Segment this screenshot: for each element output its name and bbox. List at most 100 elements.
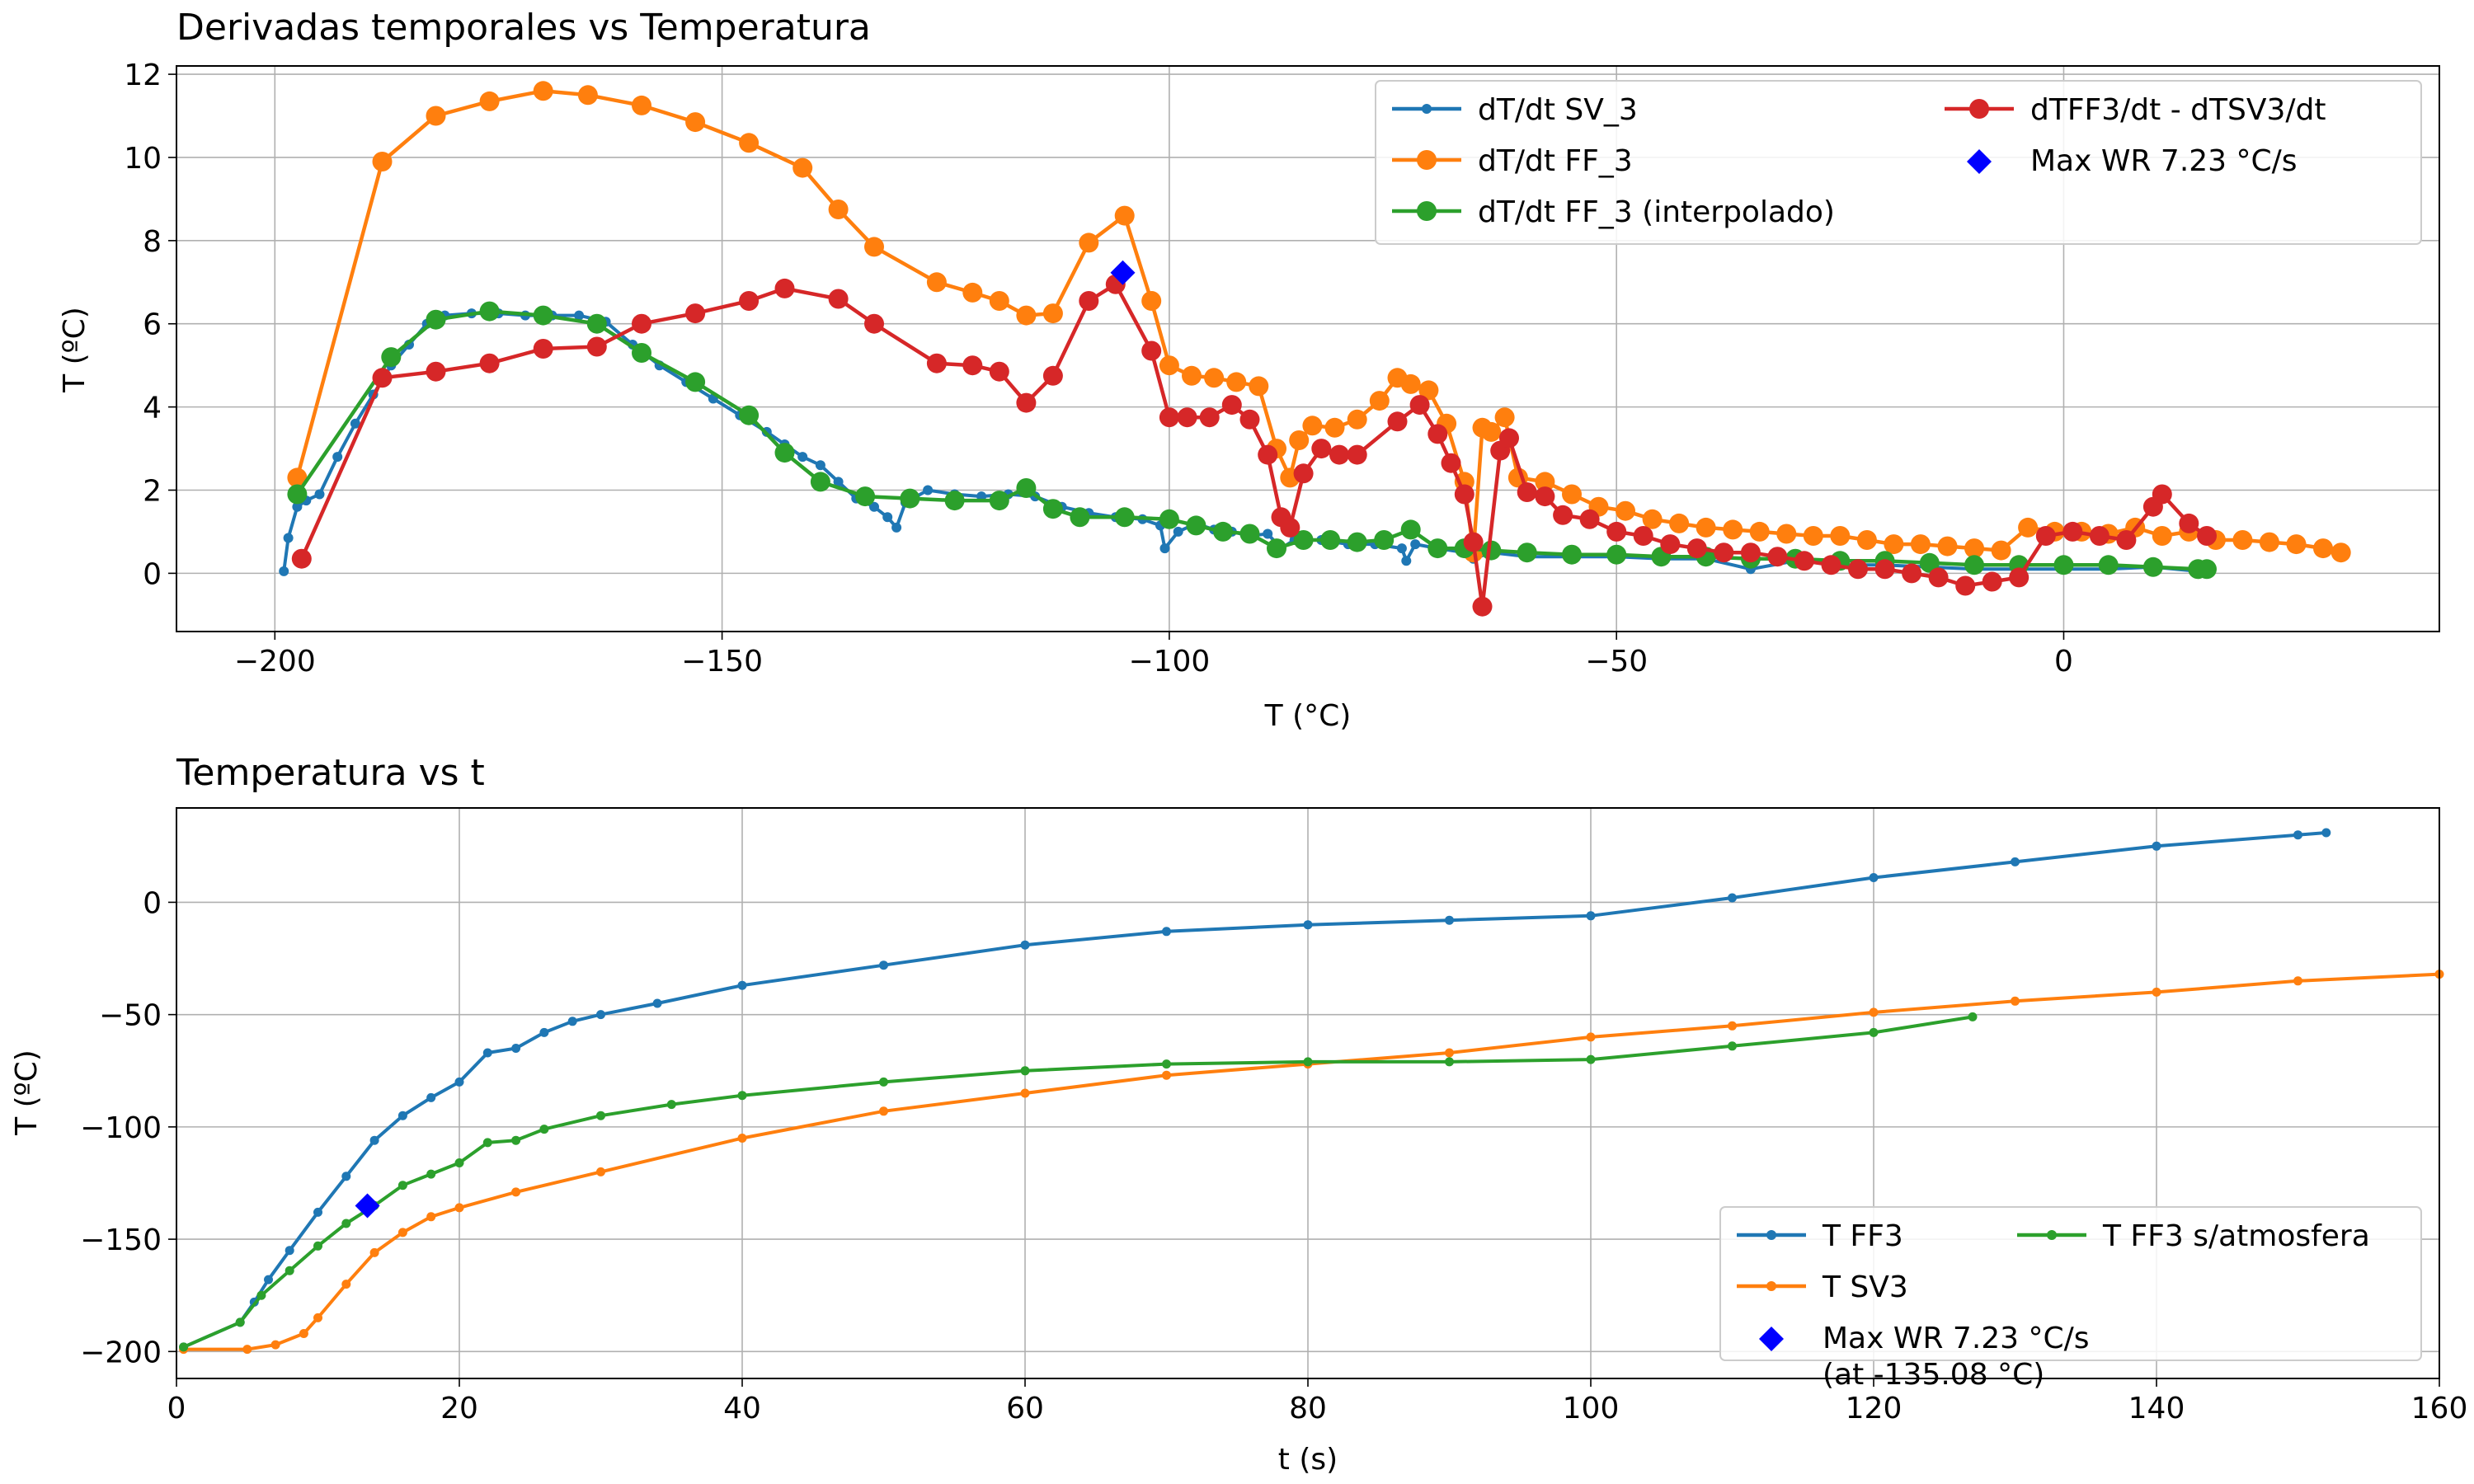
- data-point: [539, 1125, 549, 1134]
- data-point: [1042, 303, 1063, 324]
- data-point: [1481, 540, 1502, 561]
- data-point: [313, 1241, 322, 1251]
- data-point: [1020, 1088, 1030, 1098]
- data-point: [1586, 911, 1596, 921]
- x-tick-label: 0: [167, 1392, 186, 1425]
- data-point: [1728, 1041, 1737, 1051]
- data-point: [1499, 428, 1519, 448]
- chart-title: Derivadas temporales vs Temperatura: [176, 7, 871, 49]
- data-point: [1481, 421, 1502, 442]
- legend-label: Max WR 7.23 °C/s: [1823, 1322, 2090, 1355]
- data-point: [1562, 484, 1582, 505]
- data-point: [923, 485, 934, 495]
- data-point: [482, 1138, 492, 1148]
- data-point: [2098, 555, 2119, 575]
- y-tick-label: 0: [143, 557, 162, 591]
- data-point: [1020, 1066, 1030, 1076]
- data-point: [1177, 407, 1197, 428]
- legend: T FF3 T SV3 Max WR 7.23 °C/s (at -135.08 °…: [1719, 1206, 2422, 1392]
- data-point: [1686, 538, 1707, 559]
- data-point: [1535, 472, 1555, 492]
- data-point: [1869, 1007, 1879, 1017]
- data-point: [632, 313, 651, 334]
- data-point: [1606, 521, 1627, 542]
- data-point: [1226, 372, 1247, 392]
- data-point: [1258, 444, 1278, 465]
- data-point: [1186, 515, 1206, 536]
- x-tick-label: 160: [2411, 1392, 2468, 1425]
- data-point: [1182, 365, 1202, 386]
- legend-marker: [1766, 1281, 1776, 1291]
- data-point: [2053, 555, 2074, 575]
- legend-label: dT/dt SV_3: [1478, 93, 1638, 127]
- data-point: [285, 1266, 294, 1275]
- data-point: [1660, 534, 1681, 555]
- data-point: [2293, 830, 2302, 840]
- y-tick-label: −150: [80, 1223, 162, 1257]
- data-point: [369, 1135, 379, 1145]
- x-tick-label: 20: [440, 1392, 478, 1425]
- data-point: [1020, 940, 1030, 950]
- data-point: [454, 1077, 464, 1087]
- data-point: [1991, 540, 2011, 561]
- data-point: [313, 1313, 322, 1322]
- data-point: [1221, 395, 1242, 416]
- data-point: [2011, 857, 2020, 866]
- data-point: [1472, 596, 1493, 617]
- data-point: [287, 467, 308, 488]
- series-line: [182, 1015, 1973, 1349]
- x-tick-label: 60: [1006, 1392, 1044, 1425]
- data-point: [1740, 542, 1761, 563]
- data-point: [1856, 530, 1877, 550]
- data-point: [2321, 828, 2331, 838]
- data-point: [511, 1135, 521, 1145]
- data-point: [369, 1247, 379, 1257]
- data-point: [511, 1044, 521, 1053]
- data-point: [1445, 1057, 1454, 1067]
- data-point: [1114, 507, 1135, 528]
- data-point: [944, 491, 965, 511]
- y-tick-label: −50: [99, 999, 162, 1033]
- data-point: [2152, 484, 2172, 505]
- x-tick-label: −100: [1128, 645, 1210, 679]
- data-point: [632, 343, 651, 363]
- data-point: [1263, 528, 1273, 539]
- legend-label: dT/dt FF_3: [1478, 144, 1633, 178]
- legend-label: T FF3: [1822, 1219, 1903, 1253]
- x-tick-label: −200: [234, 645, 316, 679]
- data-point: [739, 133, 760, 153]
- y-tick-label: 4: [143, 392, 162, 425]
- y-tick-label: −100: [80, 1111, 162, 1145]
- legend-marker: [1422, 104, 1432, 114]
- data-point: [596, 1010, 605, 1020]
- data-point: [1173, 526, 1183, 537]
- legend-box: [1719, 1206, 2422, 1361]
- data-point: [533, 339, 553, 359]
- data-point: [567, 1017, 577, 1026]
- data-point: [1937, 536, 1958, 556]
- data-point: [1830, 526, 1851, 546]
- data-point: [1159, 543, 1170, 554]
- data-point: [287, 484, 308, 505]
- data-point: [1302, 416, 1323, 436]
- data-point: [1982, 571, 2002, 592]
- data-point: [1714, 542, 1734, 563]
- data-point: [264, 1275, 273, 1284]
- data-point: [1902, 563, 1922, 584]
- data-point: [1696, 517, 1716, 538]
- data-point: [1199, 407, 1220, 428]
- data-point: [737, 980, 747, 990]
- data-point: [1410, 539, 1421, 550]
- data-point: [1396, 543, 1407, 554]
- series-t-ff3-atm: [179, 1012, 1978, 1352]
- data-point: [1910, 534, 1931, 555]
- data-point: [2197, 559, 2217, 580]
- data-point: [1016, 305, 1037, 326]
- data-point: [2152, 841, 2161, 851]
- data-point: [632, 95, 651, 115]
- data-point: [926, 353, 947, 373]
- data-point: [1042, 365, 1063, 386]
- data-point: [1928, 567, 1949, 588]
- x-axis-label: T (°C): [1264, 699, 1352, 733]
- plot-area: [179, 828, 2444, 1355]
